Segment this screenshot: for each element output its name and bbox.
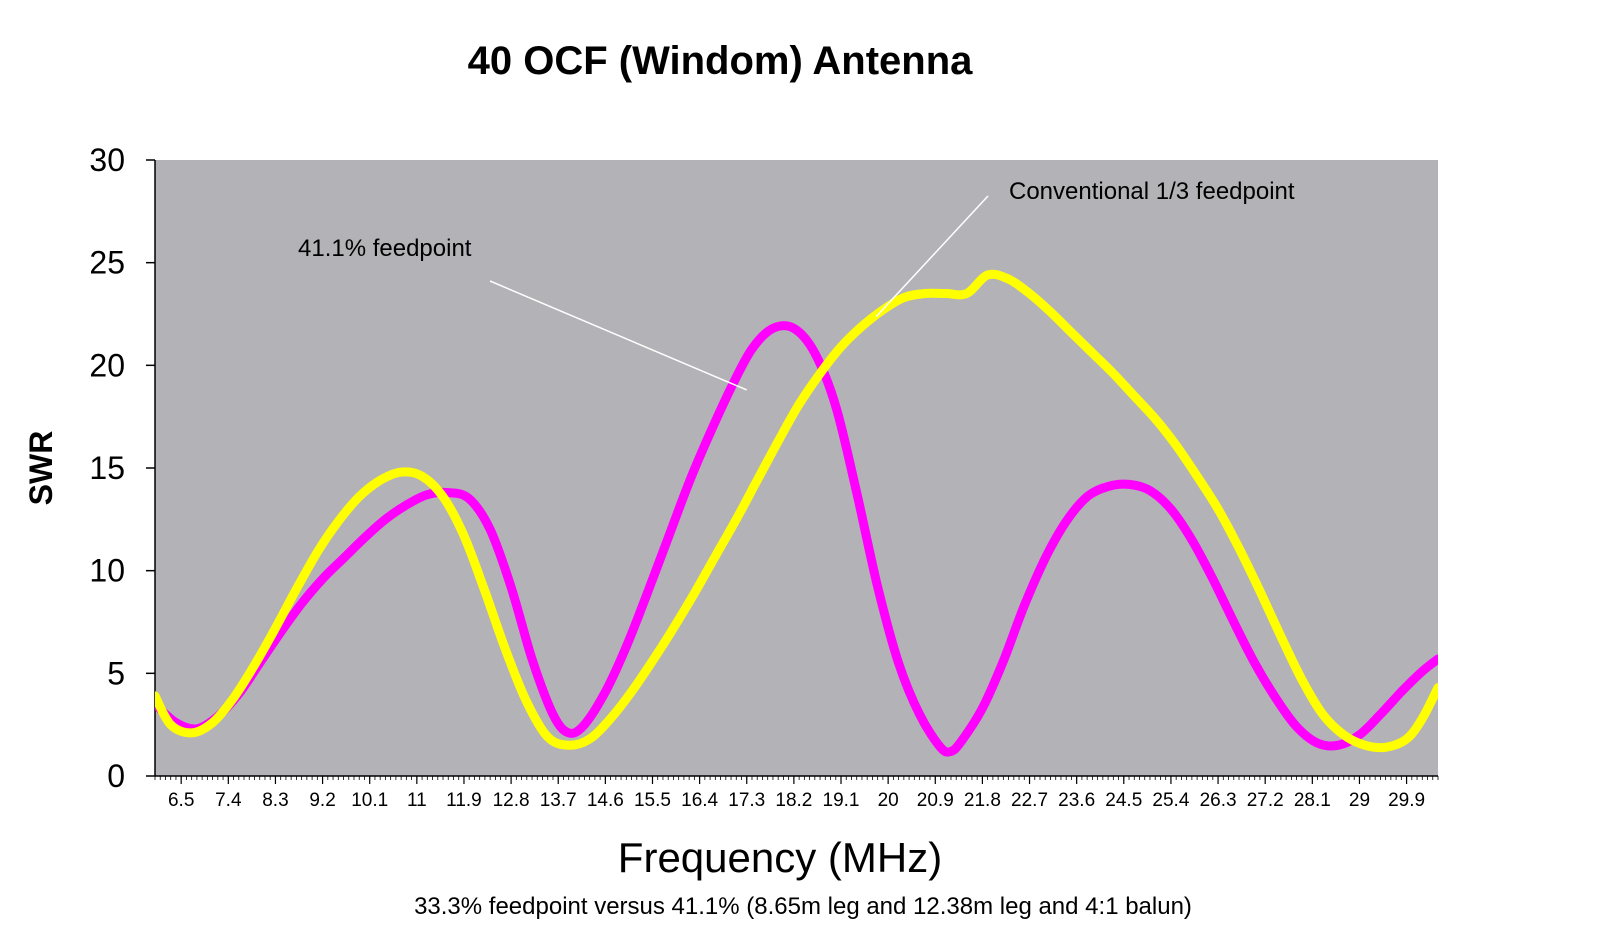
y-tick-label: 25 [89, 245, 125, 281]
x-tick-label: 21.8 [964, 790, 1001, 811]
chart-subtitle: 33.3% feedpoint versus 41.1% (8.65m leg … [414, 893, 1192, 920]
y-axis-label: SWR [23, 431, 59, 506]
y-tick-label: 10 [89, 553, 125, 589]
x-tick-label: 14.6 [587, 790, 624, 811]
x-tick-label: 18.2 [775, 790, 812, 811]
x-tick-label: 26.3 [1200, 790, 1237, 811]
x-tick-label: 27.2 [1247, 790, 1284, 811]
x-tick-label: 22.7 [1011, 790, 1048, 811]
annotation-leader-conventional [875, 195, 989, 318]
plot-area [155, 160, 1438, 776]
x-tick-label: 20.9 [917, 790, 954, 811]
annotation-leader-41 [489, 280, 748, 391]
x-tick-label: 7.4 [215, 790, 242, 811]
x-tick-label: 11 [407, 790, 427, 811]
y-tick-label: 5 [107, 655, 125, 691]
series-layer [155, 269, 1438, 757]
series-line-1 [155, 321, 1438, 757]
x-tick-label: 25.4 [1152, 790, 1189, 811]
x-tick-label: 23.6 [1058, 790, 1095, 811]
y-tick-label: 30 [89, 142, 125, 178]
x-tick-label: 29.9 [1388, 790, 1425, 811]
x-tick-label: 24.5 [1105, 790, 1142, 811]
annotation-41-feedpoint: 41.1% feedpoint [298, 235, 472, 262]
x-tick-label: 11.9 [446, 790, 482, 811]
x-tick-label: 20 [878, 790, 899, 811]
x-tick-label: 8.3 [262, 790, 288, 811]
x-tick-label: 12.8 [493, 790, 530, 811]
y-tick-label: 20 [89, 347, 125, 383]
series-line-2 [155, 269, 1438, 753]
x-tick-label: 15.5 [634, 790, 671, 811]
chart-title: 40 OCF (Windom) Antenna [468, 39, 974, 83]
y-axis: 0 5 10 15 20 25 30 [89, 142, 156, 794]
x-tick-label: 6.5 [168, 790, 194, 811]
x-tick-label: 10.1 [351, 790, 388, 811]
x-tick-label: 28.1 [1294, 790, 1331, 811]
x-tick-label: 13.7 [540, 790, 577, 811]
x-tick-label: 9.2 [309, 790, 335, 811]
x-tick-label: 29 [1349, 790, 1370, 811]
x-axis: 6.5 7.4 8.3 9.2 10.1 11 11.9 12.8 13.7 14.6 15.5 16… [154, 775, 1439, 811]
annotation-conventional-feedpoint: Conventional 1/3 feedpoint [1009, 178, 1295, 205]
x-tick-label: 19.1 [823, 790, 860, 811]
x-axis-label: Frequency (MHz) [618, 834, 942, 881]
y-tick-label: 0 [107, 758, 125, 794]
x-tick-label: 17.3 [728, 790, 765, 811]
annotation-layer: 41.1% feedpoint Conventional 1/3 feedpoin… [298, 178, 1295, 391]
y-tick-label: 15 [89, 450, 125, 486]
x-tick-label: 16.4 [681, 790, 718, 811]
